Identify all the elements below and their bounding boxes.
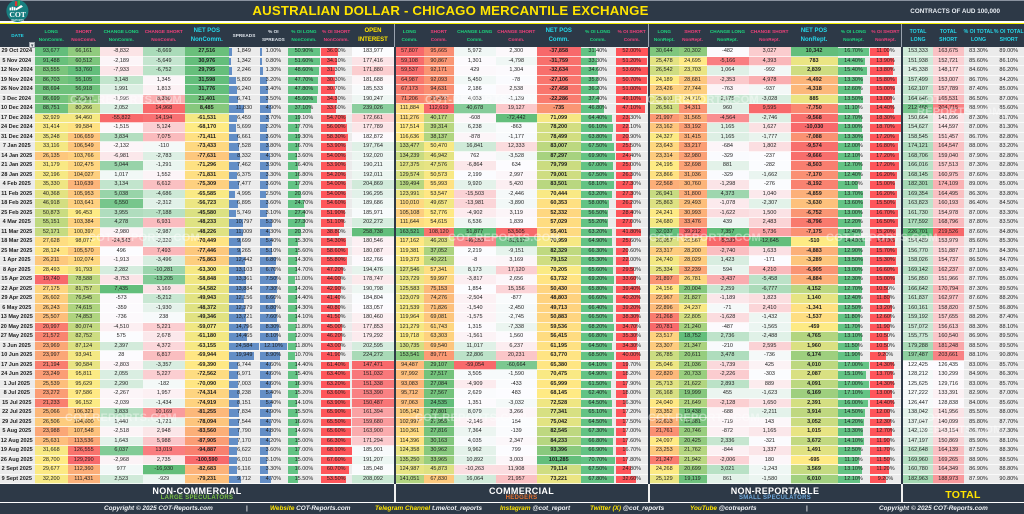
- svg-text:REPORTS: REPORTS: [11, 18, 24, 22]
- svg-text:COT: COT: [9, 10, 25, 19]
